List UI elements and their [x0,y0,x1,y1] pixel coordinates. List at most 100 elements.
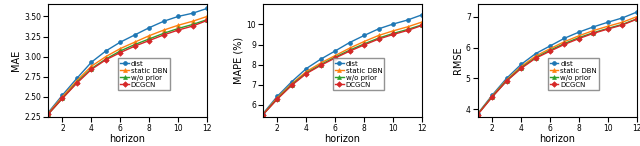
dist [604,21,612,23]
static DBN [160,29,168,31]
w/o prior [532,57,540,59]
DCGCN [317,65,324,66]
dist [404,19,412,21]
static DBN [404,26,412,28]
w/o prior [474,113,481,115]
static DBN [346,47,353,49]
Legend: dist, static DBN, w/o prior, DCGCN: dist, static DBN, w/o prior, DCGCN [118,58,170,90]
dist [131,34,139,36]
dist [389,23,397,25]
static DBN [546,48,554,50]
w/o prior [404,29,412,30]
DCGCN [360,44,368,46]
static DBN [561,41,568,42]
dist [375,28,383,30]
dist [575,31,583,33]
static DBN [618,21,626,23]
DCGCN [575,38,583,39]
Line: static DBN: static DBN [46,14,209,115]
static DBN [360,41,368,42]
dist [273,95,281,97]
DCGCN [589,32,597,34]
dist [474,113,481,115]
w/o prior [589,32,597,34]
DCGCN [404,30,412,31]
w/o prior [131,44,139,45]
DCGCN [174,29,182,31]
Y-axis label: MAE: MAE [12,50,21,71]
static DBN [259,114,267,115]
w/o prior [561,43,568,44]
w/o prior [145,38,153,40]
Line: w/o prior: w/o prior [261,23,424,117]
w/o prior [160,32,168,34]
dist [360,35,368,36]
static DBN [532,55,540,57]
w/o prior [546,49,554,51]
DCGCN [418,25,426,26]
Line: DCGCN: DCGCN [46,19,209,116]
dist [102,50,109,52]
static DBN [131,41,139,43]
dist [503,77,511,79]
dist [44,112,52,114]
DCGCN [288,84,296,86]
w/o prior [418,24,426,26]
static DBN [288,83,296,85]
static DBN [488,95,496,97]
dist [532,53,540,55]
dist [561,37,568,39]
w/o prior [317,64,324,66]
w/o prior [517,67,525,69]
dist [174,15,182,17]
Legend: dist, static DBN, w/o prior, DCGCN: dist, static DBN, w/o prior, DCGCN [548,58,599,90]
dist [160,20,168,22]
static DBN [317,62,324,64]
w/o prior [174,28,182,29]
static DBN [332,55,339,57]
Line: dist: dist [46,6,209,115]
dist [418,14,426,16]
DCGCN [116,52,124,53]
Line: static DBN: static DBN [476,15,639,116]
Line: static DBN: static DBN [261,20,424,116]
w/o prior [273,98,281,100]
X-axis label: horizon: horizon [540,134,575,144]
w/o prior [575,37,583,39]
w/o prior [389,33,397,34]
DCGCN [488,96,496,98]
dist [59,94,67,96]
DCGCN [88,69,95,70]
DCGCN [44,114,52,115]
w/o prior [189,24,196,25]
w/o prior [503,80,511,82]
w/o prior [488,96,496,98]
static DBN [517,66,525,67]
X-axis label: horizon: horizon [109,134,145,144]
Line: w/o prior: w/o prior [476,17,639,116]
static DBN [145,35,153,37]
DCGCN [375,38,383,40]
DCGCN [73,82,81,84]
w/o prior [604,28,612,29]
static DBN [73,80,81,81]
w/o prior [288,84,296,86]
DCGCN [389,34,397,35]
DCGCN [561,44,568,45]
dist [88,61,95,63]
static DBN [604,25,612,27]
dist [259,113,267,115]
w/o prior [360,43,368,45]
static DBN [44,113,52,114]
static DBN [174,24,182,26]
DCGCN [273,98,281,100]
DCGCN [474,114,481,115]
static DBN [189,20,196,22]
w/o prior [346,49,353,51]
w/o prior [618,24,626,25]
DCGCN [102,59,109,61]
DCGCN [546,50,554,52]
dist [204,8,211,9]
static DBN [302,71,310,73]
w/o prior [375,37,383,39]
